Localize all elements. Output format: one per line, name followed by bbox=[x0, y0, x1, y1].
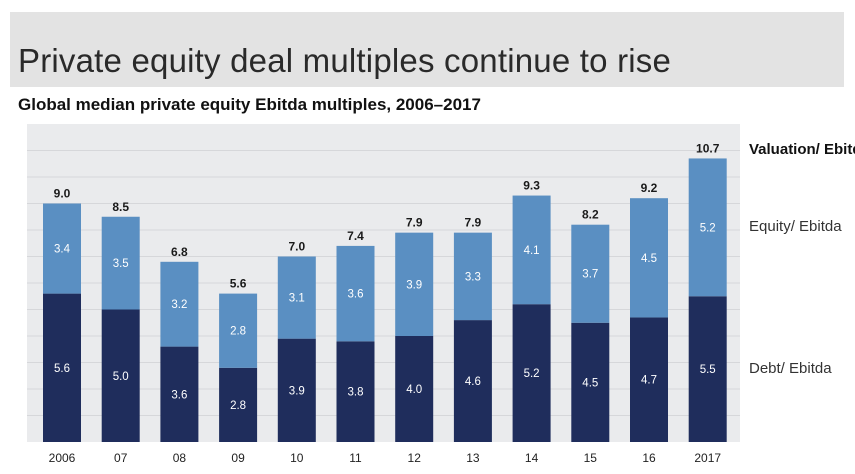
debt-data-label: 5.6 bbox=[54, 363, 70, 375]
debt-bar-segment bbox=[101, 309, 140, 442]
page-title: Private equity deal multiples continue t… bbox=[18, 42, 672, 79]
valuation-total-label: 10.7 bbox=[696, 141, 720, 155]
valuation-total-label: 7.9 bbox=[465, 216, 482, 230]
debt-data-label: 4.5 bbox=[582, 377, 598, 389]
valuation-total-label: 6.8 bbox=[171, 245, 188, 259]
x-tick-label: 14 bbox=[525, 451, 539, 465]
debt-bar-segment bbox=[395, 336, 434, 442]
equity-data-label: 3.9 bbox=[406, 279, 422, 291]
x-tick-label: 13 bbox=[466, 451, 480, 465]
debt-bar-segment bbox=[571, 322, 610, 442]
debt-data-label: 3.9 bbox=[289, 385, 305, 397]
debt-bar-segment bbox=[453, 320, 492, 442]
debt-data-label: 5.5 bbox=[700, 364, 716, 376]
legend-equity-ebitda: Equity/ Ebitda bbox=[749, 218, 842, 235]
equity-bar-segment bbox=[512, 195, 551, 305]
equity-data-label: 3.6 bbox=[348, 289, 364, 301]
x-tick-label: 07 bbox=[114, 451, 128, 465]
equity-data-label: 5.2 bbox=[700, 222, 716, 234]
equity-bar-segment bbox=[688, 158, 727, 297]
debt-data-label: 4.6 bbox=[465, 376, 481, 388]
chart-subtitle: Global median private equity Ebitda mult… bbox=[18, 95, 481, 114]
equity-bar-segment bbox=[630, 198, 668, 318]
equity-data-label: 3.4 bbox=[54, 244, 71, 256]
debt-data-label: 2.8 bbox=[230, 400, 246, 412]
debt-data-label: 3.8 bbox=[348, 387, 364, 399]
equity-bar-segment bbox=[571, 224, 610, 323]
debt-data-label: 5.2 bbox=[524, 368, 540, 380]
valuation-total-label: 5.6 bbox=[230, 277, 247, 291]
debt-bar-segment bbox=[160, 346, 199, 442]
debt-bar-segment bbox=[630, 317, 668, 442]
debt-data-label: 4.7 bbox=[641, 375, 657, 387]
valuation-total-label: 7.0 bbox=[288, 240, 305, 254]
equity-bar-segment bbox=[277, 256, 316, 339]
title-band bbox=[10, 12, 844, 87]
x-tick-label: 16 bbox=[642, 451, 656, 465]
debt-bar-segment bbox=[688, 296, 727, 442]
x-tick-label: 10 bbox=[290, 451, 304, 465]
equity-data-label: 3.3 bbox=[465, 271, 481, 283]
equity-bar-segment bbox=[453, 232, 492, 321]
equity-data-label: 3.1 bbox=[289, 293, 305, 305]
valuation-total-label: 7.4 bbox=[347, 229, 364, 243]
valuation-total-label: 9.0 bbox=[54, 187, 71, 201]
equity-data-label: 4.1 bbox=[524, 245, 540, 257]
valuation-total-label: 8.5 bbox=[112, 200, 129, 214]
legend-valuation-ebitda: Valuation/ Ebitda bbox=[749, 141, 855, 158]
x-tick-label: 15 bbox=[584, 451, 598, 465]
debt-bar-segment bbox=[512, 304, 551, 442]
x-tick-label: 2017 bbox=[694, 451, 721, 465]
x-tick-label: 2006 bbox=[49, 451, 76, 465]
debt-data-label: 3.6 bbox=[171, 389, 187, 401]
x-tick-label: 09 bbox=[231, 451, 245, 465]
debt-data-label: 5.0 bbox=[113, 371, 129, 383]
valuation-total-label: 9.3 bbox=[523, 179, 540, 193]
x-tick-label: 11 bbox=[349, 451, 362, 465]
equity-bar-segment bbox=[101, 216, 140, 310]
equity-bar-segment bbox=[336, 245, 375, 342]
equity-bar-segment bbox=[395, 232, 434, 336]
legend-debt-ebitda: Debt/ Ebitda bbox=[749, 360, 832, 377]
x-tick-label: 12 bbox=[408, 451, 422, 465]
equity-bar-segment bbox=[219, 293, 258, 368]
x-tick-label: 08 bbox=[173, 451, 187, 465]
valuation-total-label: 7.9 bbox=[406, 216, 423, 230]
equity-bar-segment bbox=[43, 203, 81, 294]
debt-bar-segment bbox=[277, 338, 316, 442]
equity-data-label: 3.7 bbox=[582, 269, 598, 281]
debt-bar-segment bbox=[219, 367, 258, 442]
valuation-total-label: 8.2 bbox=[582, 208, 599, 222]
equity-bar-segment bbox=[160, 261, 199, 347]
debt-data-label: 4.0 bbox=[406, 384, 422, 396]
equity-data-label: 4.5 bbox=[641, 253, 657, 265]
equity-data-label: 3.5 bbox=[113, 258, 129, 270]
equity-data-label: 2.8 bbox=[230, 326, 246, 338]
debt-bar-segment bbox=[336, 341, 375, 442]
valuation-total-label: 9.2 bbox=[641, 181, 658, 195]
equity-data-label: 3.2 bbox=[171, 299, 187, 311]
debt-bar-segment bbox=[43, 293, 81, 442]
